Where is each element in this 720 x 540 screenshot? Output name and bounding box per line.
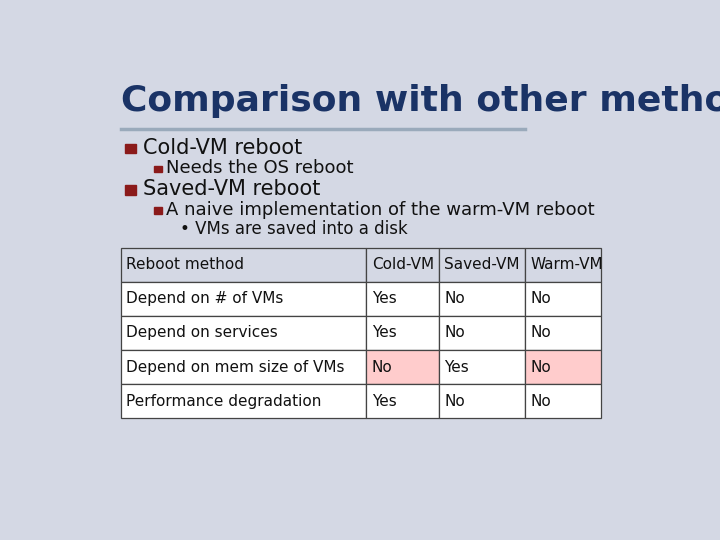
Text: No: No <box>444 394 465 409</box>
Text: • VMs are saved into a disk: • VMs are saved into a disk <box>181 220 408 238</box>
Bar <box>366 282 438 316</box>
Text: Cold-VM: Cold-VM <box>372 257 434 272</box>
Text: Saved-VM reboot: Saved-VM reboot <box>143 179 320 199</box>
Bar <box>366 316 438 350</box>
Bar <box>121 384 366 418</box>
Text: Needs the OS reboot: Needs the OS reboot <box>166 159 354 177</box>
Bar <box>125 185 136 194</box>
Text: No: No <box>444 326 465 341</box>
Bar <box>154 207 162 214</box>
Text: No: No <box>444 292 465 306</box>
Text: Depend on mem size of VMs: Depend on mem size of VMs <box>126 360 345 375</box>
Text: No: No <box>531 326 552 341</box>
Text: No: No <box>531 292 552 306</box>
Bar <box>366 350 438 384</box>
Bar <box>526 282 600 316</box>
Bar <box>438 316 526 350</box>
Text: No: No <box>372 360 392 375</box>
Bar <box>121 316 366 350</box>
Bar <box>526 248 600 282</box>
Bar <box>154 166 162 172</box>
Text: Yes: Yes <box>372 394 397 409</box>
Bar <box>125 144 136 153</box>
Bar <box>366 248 438 282</box>
Text: Depend on services: Depend on services <box>126 326 278 341</box>
Bar <box>366 384 438 418</box>
Bar <box>438 350 526 384</box>
Bar <box>438 384 526 418</box>
Text: No: No <box>531 394 552 409</box>
Bar <box>121 282 366 316</box>
Bar <box>526 384 600 418</box>
Text: Reboot method: Reboot method <box>126 257 244 272</box>
Text: Depend on # of VMs: Depend on # of VMs <box>126 292 284 306</box>
Bar <box>121 350 366 384</box>
Bar <box>121 248 366 282</box>
Text: Performance degradation: Performance degradation <box>126 394 322 409</box>
Bar <box>438 282 526 316</box>
Bar <box>526 350 600 384</box>
Text: A naive implementation of the warm-VM reboot: A naive implementation of the warm-VM re… <box>166 201 595 219</box>
Text: Saved-VM: Saved-VM <box>444 257 520 272</box>
Text: Yes: Yes <box>444 360 469 375</box>
Text: Cold-VM reboot: Cold-VM reboot <box>143 138 302 158</box>
Text: Comparison with other methods: Comparison with other methods <box>121 84 720 118</box>
Text: Warm-VM: Warm-VM <box>531 257 603 272</box>
Text: No: No <box>531 360 552 375</box>
Text: Yes: Yes <box>372 326 397 341</box>
Bar <box>438 248 526 282</box>
Text: Yes: Yes <box>372 292 397 306</box>
Bar <box>526 316 600 350</box>
